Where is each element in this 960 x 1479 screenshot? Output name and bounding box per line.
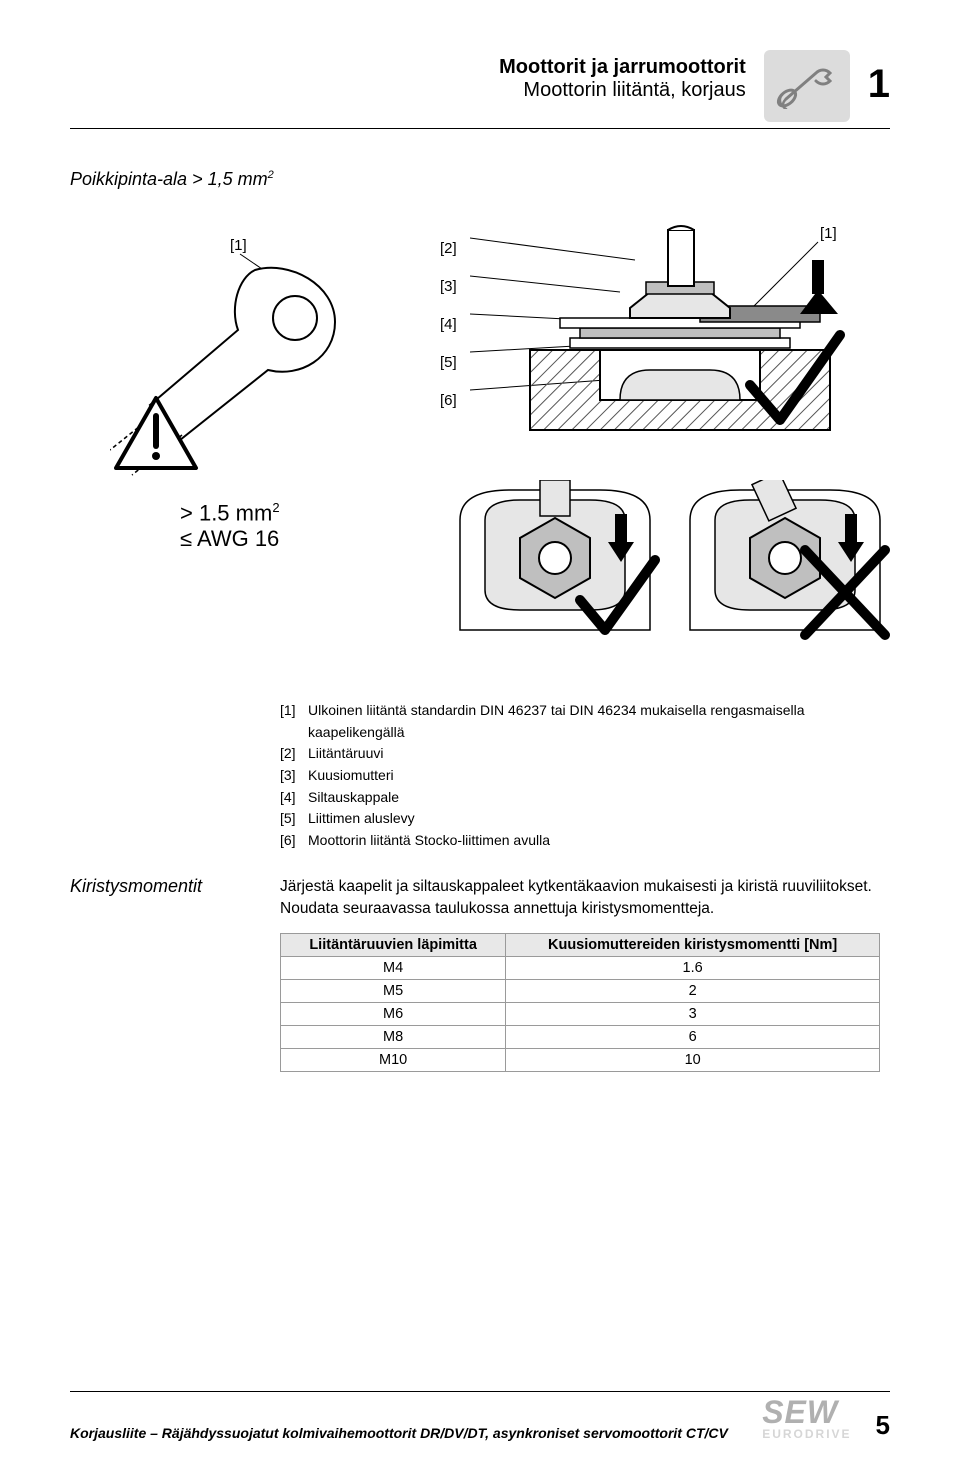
wrench-icon: [764, 50, 850, 122]
table-cell-torque: 3: [506, 1003, 880, 1026]
side-heading: Kiristysmomentit: [70, 876, 250, 897]
legend-row: [1]Ulkoinen liitäntä standardin DIN 4623…: [280, 700, 890, 743]
table-header-col1: Liitäntäruuvien läpimitta: [281, 934, 506, 957]
section-heading-text: Poikkipinta-ala > 1,5 mm: [70, 169, 268, 189]
diagram-caption-b: ≤ AWG 16: [180, 526, 280, 552]
legend-row: [4]Siltauskappale: [280, 787, 890, 809]
table-row: M41.6: [281, 957, 880, 980]
section-heading: Poikkipinta-ala > 1,5 mm2: [70, 169, 890, 190]
header-divider: [70, 128, 890, 129]
page-footer: Korjausliite – Räjähdyssuojatut kolmivai…: [70, 1391, 890, 1441]
legend-key: [2]: [280, 743, 308, 765]
legend-text: Ulkoinen liitäntä standardin DIN 46237 t…: [308, 700, 890, 743]
diagram-caption-a: > 1.5 mm: [180, 500, 272, 525]
legend-text: Moottorin liitäntä Stocko-liittimen avul…: [308, 830, 550, 852]
callout-3: [3]: [440, 268, 457, 306]
table-cell-torque: 10: [506, 1049, 880, 1072]
legend: [1]Ulkoinen liitäntä standardin DIN 4623…: [280, 700, 890, 852]
table-row: M1010: [281, 1049, 880, 1072]
diagram-left: [1]: [110, 230, 410, 495]
callout-2: [2]: [440, 230, 457, 268]
diagram-area: [1]: [70, 220, 890, 680]
svg-text:[1]: [1]: [820, 225, 837, 242]
footer-logo: SEW EURODRIVE: [762, 1398, 851, 1441]
section-heading-sup: 2: [268, 169, 274, 181]
table-row: M63: [281, 1003, 880, 1026]
table-cell-size: M6: [281, 1003, 506, 1026]
body-section: Kiristysmomentit Järjestä kaapelit ja si…: [70, 876, 890, 1072]
legend-key: [1]: [280, 700, 308, 743]
legend-text: Liitäntäruuvi: [308, 743, 384, 765]
table-row: M52: [281, 980, 880, 1003]
callout-6: [6]: [440, 382, 457, 420]
legend-text: Siltauskappale: [308, 787, 399, 809]
footer-logo-sub: EURODRIVE: [762, 1427, 851, 1441]
table-cell-torque: 1.6: [506, 957, 880, 980]
table-cell-torque: 6: [506, 1026, 880, 1049]
diagram-caption-a-sup: 2: [272, 500, 279, 515]
table-cell-size: M8: [281, 1026, 506, 1049]
footer-page-number: 5: [876, 1410, 890, 1441]
footer-text: Korjausliite – Räjähdyssuojatut kolmivai…: [70, 1425, 728, 1441]
page-header: Moottorit ja jarrumoottorit Moottorin li…: [70, 50, 890, 122]
legend-row: [5]Liittimen aluslevy: [280, 808, 890, 830]
legend-key: [5]: [280, 808, 308, 830]
table-cell-size: M10: [281, 1049, 506, 1072]
footer-divider: [70, 1391, 890, 1392]
legend-key: [4]: [280, 787, 308, 809]
table-cell-torque: 2: [506, 980, 880, 1003]
diagram-caption: > 1.5 mm2 ≤ AWG 16: [180, 500, 280, 552]
legend-key: [3]: [280, 765, 308, 787]
diagram-right-callouts: [2] [3] [4] [5] [6]: [440, 230, 457, 420]
header-title-bold: Moottorit ja jarrumoottorit: [499, 56, 746, 79]
legend-row: [3]Kuusiomutteri: [280, 765, 890, 787]
diagram-terminal: [1]: [470, 220, 890, 465]
legend-row: [6]Moottorin liitäntä Stocko-liittimen a…: [280, 830, 890, 852]
legend-row: [2]Liitäntäruuvi: [280, 743, 890, 765]
table-cell-size: M5: [281, 980, 506, 1003]
table-header-col2: Kuusiomuttereiden kiristysmomentti [Nm]: [506, 934, 880, 957]
page-number-top: 1: [868, 50, 890, 104]
callout-5: [5]: [440, 344, 457, 382]
body-paragraph: Järjestä kaapelit ja siltauskappaleet ky…: [280, 876, 890, 919]
header-titles: Moottorit ja jarrumoottorit Moottorin li…: [499, 50, 746, 102]
diagram-callout-1-left: [1]: [230, 237, 247, 254]
callout-4: [4]: [440, 306, 457, 344]
legend-text: Kuusiomutteri: [308, 765, 394, 787]
diagram-bottom-pair: [450, 480, 890, 675]
table-cell-size: M4: [281, 957, 506, 980]
torque-table: Liitäntäruuvien läpimitta Kuusiomutterei…: [280, 933, 880, 1072]
legend-key: [6]: [280, 830, 308, 852]
footer-logo-main: SEW: [762, 1398, 838, 1427]
table-row: M86: [281, 1026, 880, 1049]
header-title-reg: Moottorin liitäntä, korjaus: [499, 79, 746, 102]
legend-text: Liittimen aluslevy: [308, 808, 415, 830]
